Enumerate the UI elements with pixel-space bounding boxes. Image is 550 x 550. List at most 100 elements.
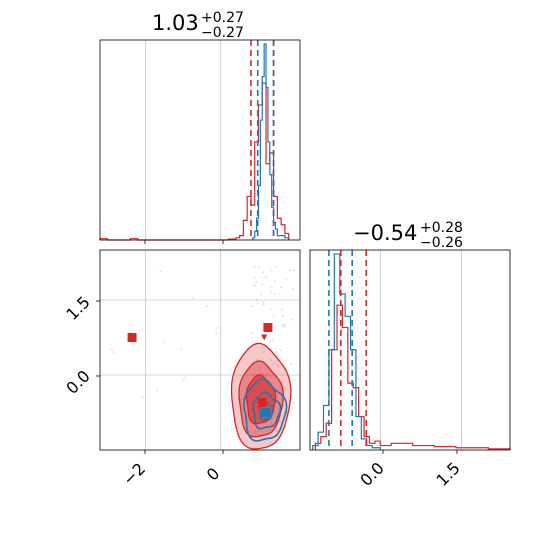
histogram-param1-grid [144, 40, 222, 240]
scatter-xtick-label-1: 0 [203, 464, 224, 485]
sample-dot [265, 374, 268, 377]
histogram-param1-quantiles [250, 40, 275, 240]
sample-dot [270, 359, 273, 362]
sample-dot [129, 330, 132, 333]
marker-red-square-1 [263, 323, 273, 332]
title-param2-minus: −0.26 [420, 235, 463, 251]
marker-red-square-0 [127, 333, 137, 342]
sample-dot [292, 269, 295, 272]
sample-dot [270, 269, 273, 272]
histogram-param2-panel: 0.0 1.5 [309, 249, 511, 490]
sample-dot [280, 324, 283, 327]
title-param2-value: −0.54 [353, 221, 417, 245]
scatter-xtick-label-0: −2 [119, 459, 149, 489]
sample-dot [257, 425, 260, 428]
histogram-param1-panel [99, 39, 301, 244]
sample-dot [273, 362, 276, 365]
sample-dot [293, 378, 296, 381]
sample-dot [288, 269, 291, 272]
contour-blue-level-1 [252, 391, 282, 430]
sample-dot [264, 373, 267, 376]
sample-dot [290, 363, 293, 366]
sample-dot [259, 367, 262, 370]
sample-dot [281, 315, 284, 318]
sample-dot [253, 284, 256, 287]
title-param2: −0.54 +0.28 −0.26 [353, 220, 463, 251]
sample-dot [279, 286, 282, 289]
sample-dot [256, 302, 259, 305]
sample-dot [181, 378, 184, 381]
sample-dot [276, 364, 279, 367]
sample-dot [191, 297, 194, 300]
sample-dot [255, 358, 258, 361]
histogram-param2-quantiles [328, 250, 368, 450]
sample-dot [293, 401, 296, 404]
sample-dot [257, 266, 260, 269]
scatter-ytick-label-0: 0.0 [62, 366, 93, 397]
sample-dot [262, 303, 265, 306]
scatter-panel: 1.5 0.0 −2 0 [62, 249, 301, 489]
contour-blue-level-2 [258, 400, 275, 422]
scatter-ytick-label-1: 1.5 [62, 292, 93, 323]
sample-dot [252, 373, 255, 376]
sample-dot [262, 271, 265, 274]
sample-dot [272, 314, 275, 317]
contour-blue-level-0 [242, 378, 288, 442]
sample-dot [269, 291, 272, 294]
histogram-param2-xticks: 0.0 1.5 [356, 450, 464, 490]
sample-dot [257, 433, 260, 436]
sample-dot [270, 418, 273, 421]
sample-dot [279, 420, 282, 423]
sample-dot [281, 308, 284, 311]
histogram-param1-frame [99, 39, 301, 241]
histogram-param2-bars [312, 253, 511, 450]
marker-blue-square-4 [261, 408, 271, 417]
sample-dot [274, 279, 277, 282]
histogram-param2-histogram-blue [312, 253, 381, 450]
sample-dot [260, 283, 263, 286]
histogram-param2-frame [309, 249, 511, 451]
sample-dot [262, 372, 265, 375]
histogram-param2-grid [379, 250, 462, 450]
sample-dot [270, 285, 273, 288]
sample-dot [253, 284, 256, 287]
sample-dot [206, 305, 209, 308]
sample-dot [270, 308, 273, 311]
sample-dot [283, 325, 286, 328]
sample-dot [215, 332, 218, 335]
sample-dot [271, 363, 274, 366]
sample-dot [159, 270, 162, 273]
sample-dot [268, 340, 271, 343]
sample-dot [250, 305, 253, 308]
marker-red-triangle-2 [261, 334, 268, 341]
sample-dot [272, 338, 275, 341]
scatter-markers [127, 323, 273, 417]
sample-dot [279, 349, 282, 352]
sample-dot [284, 323, 287, 326]
sample-dot [163, 341, 166, 344]
title-param1-minus: −0.27 [201, 25, 244, 41]
sample-dot [274, 292, 277, 295]
sample-dot [250, 372, 253, 375]
sample-dot [290, 318, 293, 321]
sample-dot [265, 275, 268, 278]
title-param2-plus: +0.28 [420, 220, 463, 236]
sample-dot [180, 348, 183, 351]
sample-dot [253, 265, 256, 268]
sample-dot [110, 348, 113, 351]
histogram-param2-xtick-label-1: 1.5 [432, 458, 463, 489]
sample-dot [282, 325, 285, 328]
histogram-param1-bars [99, 43, 290, 241]
sample-dot [260, 292, 263, 295]
marker-red-square-3 [257, 398, 267, 407]
sample-dot [262, 301, 265, 304]
sample-dot [275, 429, 278, 432]
scatter-contours [230, 342, 292, 450]
sample-dot [216, 326, 219, 329]
histogram-param1-histogram-blue [252, 43, 290, 240]
title-param1: 1.03 +0.27 −0.27 [152, 10, 244, 41]
sample-dot [277, 365, 280, 368]
sample-dot [183, 377, 186, 380]
histogram-param2-histogram-red [314, 304, 511, 450]
sample-dot [255, 281, 258, 284]
